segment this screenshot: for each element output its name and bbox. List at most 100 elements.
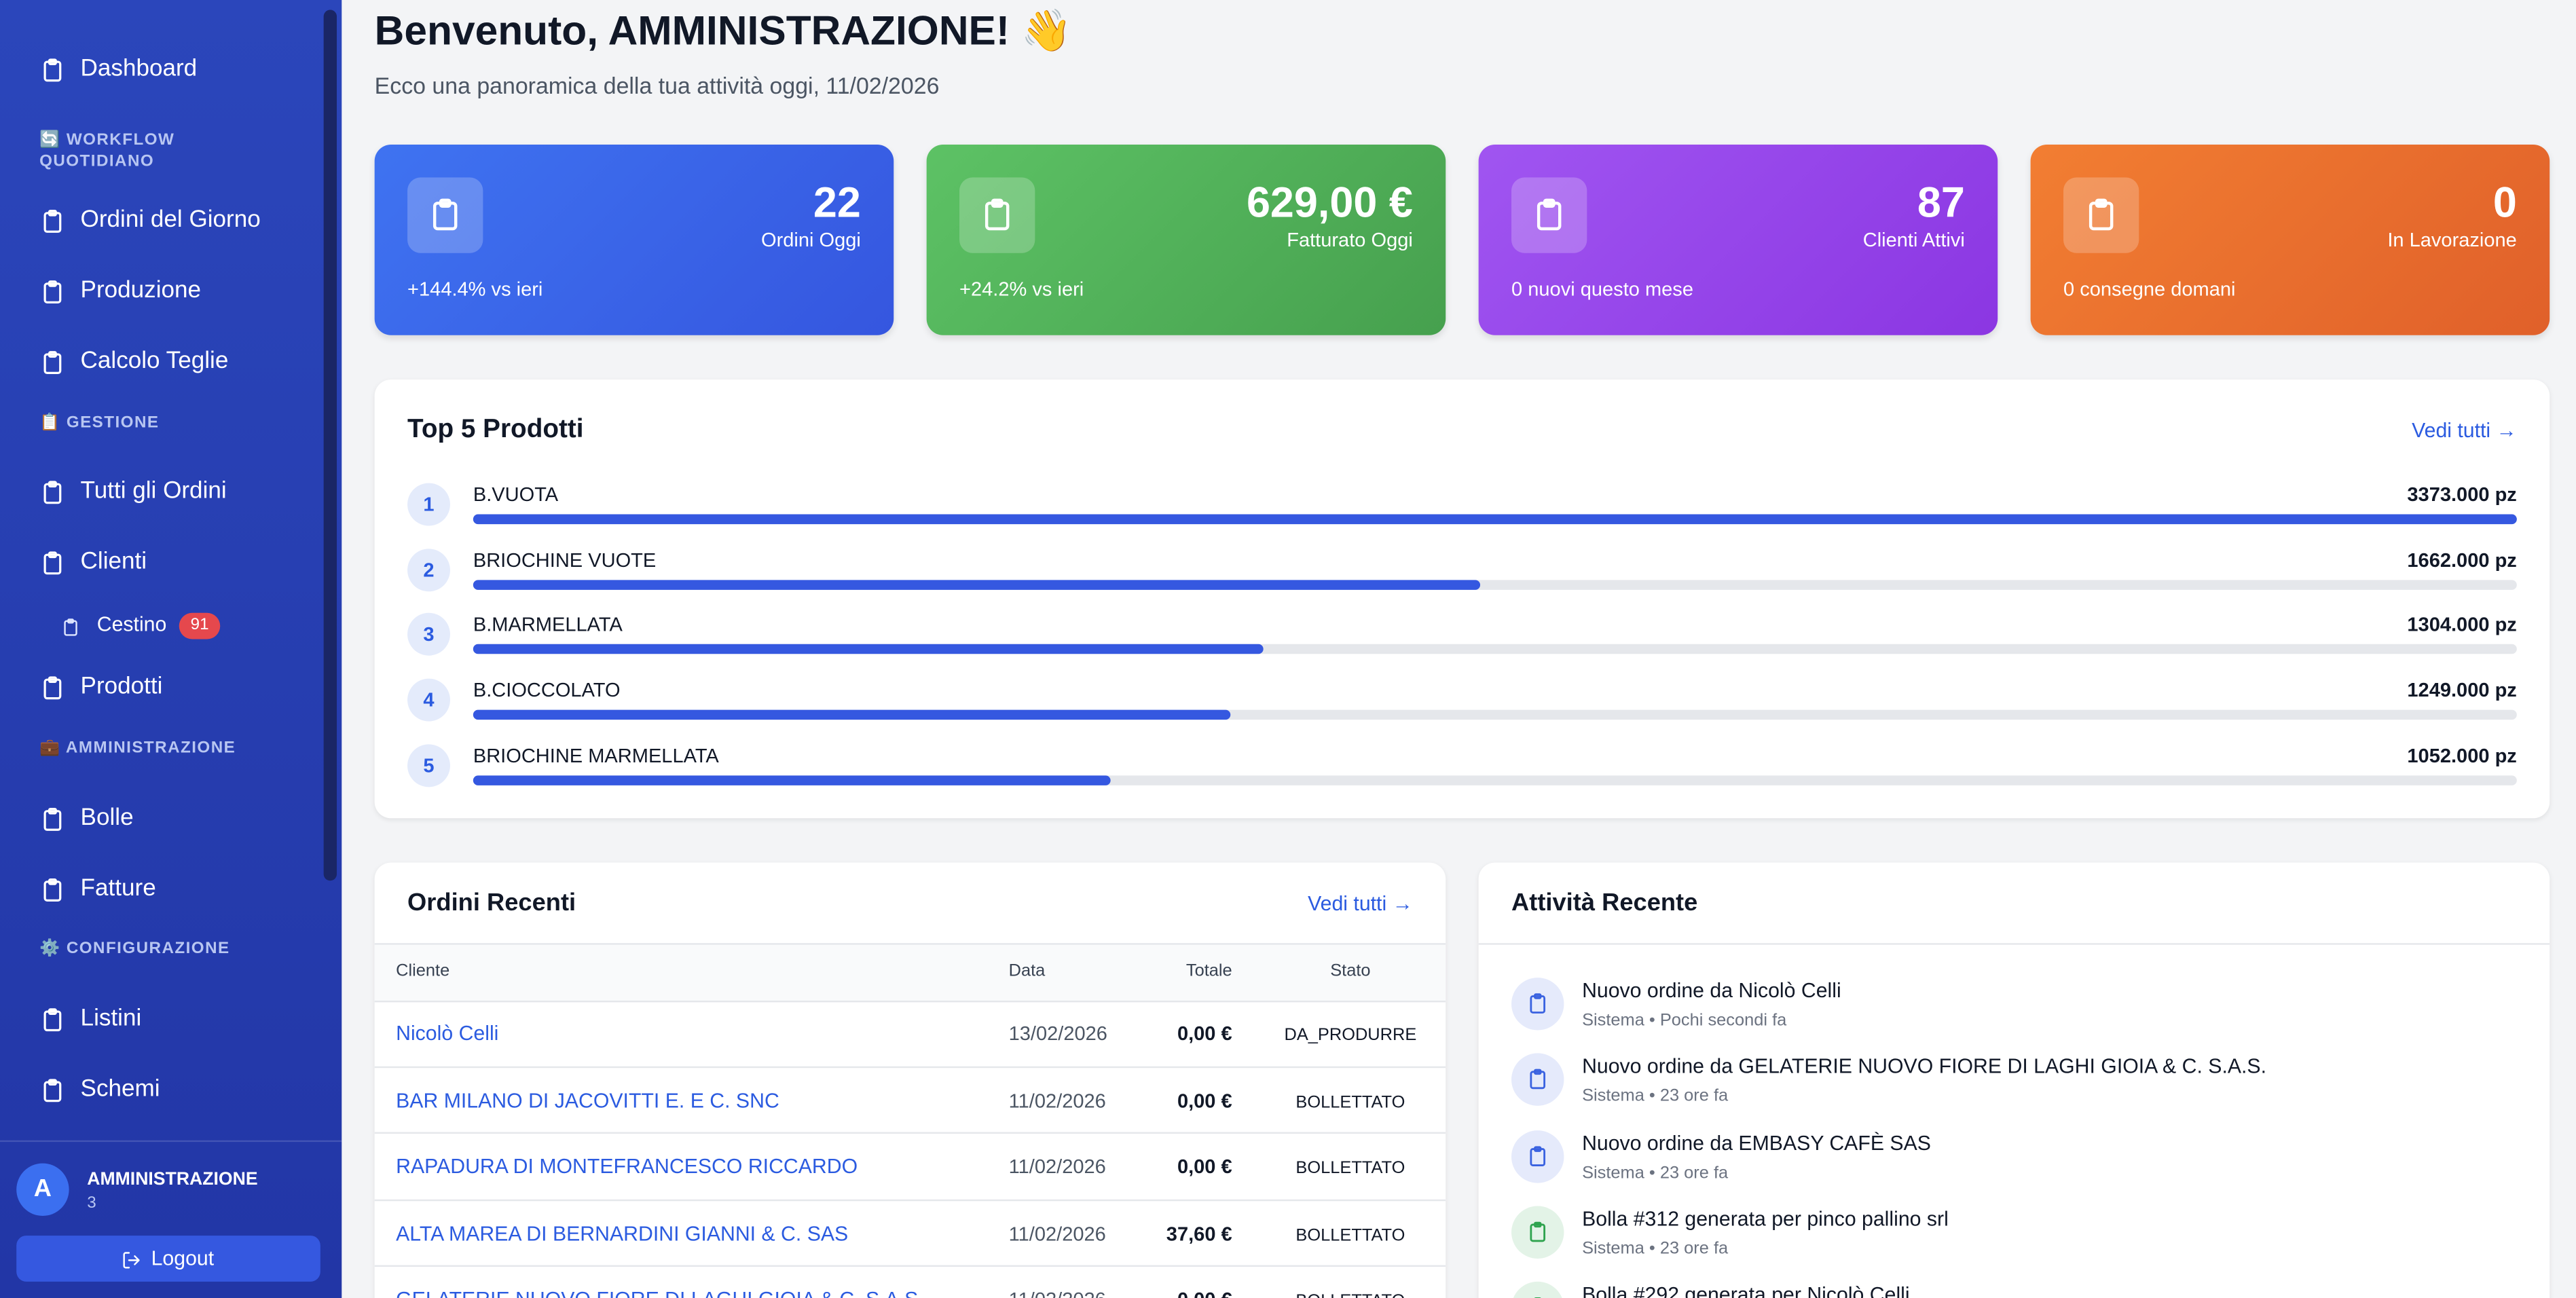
- avatar: A: [16, 1163, 69, 1217]
- bar-track: [473, 644, 2517, 655]
- client-link[interactable]: RAPADURA DI MONTEFRANCESCO RICCARDO: [396, 1155, 858, 1179]
- total: 0,00 €: [1177, 1155, 1232, 1179]
- icon: [1526, 993, 1549, 1016]
- stat-label: Clienti Attivi: [1862, 228, 1965, 252]
- icon: [39, 806, 66, 833]
- activity-icon: [1511, 978, 1564, 1031]
- nav-section: 📋 GESTIONE: [39, 413, 160, 432]
- scrollbar[interactable]: [323, 10, 337, 881]
- row-divider: [374, 1132, 1446, 1134]
- bar: [473, 709, 1230, 720]
- icon: [39, 58, 66, 84]
- stat-note: 0 nuovi questo mese: [1511, 278, 1694, 301]
- panel-title: Top 5 Prodotti: [407, 415, 584, 444]
- bar: [473, 579, 1480, 590]
- icon: [39, 1078, 66, 1105]
- stat-value: 22: [813, 177, 861, 227]
- activity-icon: [1511, 1282, 1564, 1298]
- nav-item[interactable]: Tutti gli Ordini: [80, 478, 227, 505]
- activity-icon: [1511, 1054, 1564, 1107]
- nav-item[interactable]: Calcolo Teglie: [80, 348, 229, 375]
- product-quantity: 3373.000 pz: [2407, 483, 2517, 506]
- nav-section: 💼 AMMINISTRAZIONE: [39, 739, 236, 758]
- bar-track: [473, 709, 2517, 720]
- client-link[interactable]: Nicolò Celli: [396, 1022, 499, 1045]
- icon: [39, 551, 66, 577]
- total: 0,00 €: [1177, 1022, 1232, 1045]
- activity-icon: [1511, 1206, 1564, 1259]
- nav-item[interactable]: Schemi: [80, 1076, 160, 1103]
- icon: [39, 480, 66, 506]
- link[interactable]: Vedi tutti →: [2412, 419, 2517, 443]
- date: 13/02/2026: [1008, 1022, 1107, 1045]
- activity-icon: [1511, 1130, 1564, 1183]
- top-products-panel: Top 5 Prodotti Vedi tutti → 1 B.VUOTA 3373.0…: [374, 379, 2550, 819]
- icon: [39, 675, 66, 702]
- activity-panel: Attività Recente Nuovo ordine da Nicolò C…: [1478, 862, 2550, 1298]
- nav-item[interactable]: Produzione: [80, 278, 202, 304]
- rank: 3: [407, 613, 450, 656]
- logout-button[interactable]: Logout: [16, 1236, 320, 1282]
- row-divider: [374, 1065, 1446, 1067]
- page-title: Benvenuto, AMMINISTRAZIONE! 👋: [374, 8, 1073, 54]
- stat-label: Ordini Oggi: [760, 228, 861, 252]
- date: 11/02/2026: [1008, 1088, 1106, 1112]
- icon-box: [1511, 177, 1587, 253]
- nav-item[interactable]: Listini: [80, 1005, 142, 1032]
- icon-box: [959, 177, 1035, 253]
- column-header: Cliente: [396, 961, 450, 981]
- nav-item[interactable]: Prodotti: [80, 673, 163, 701]
- activity-text: Bolla #292 generata per Nicolò Celli: [1582, 1283, 1910, 1298]
- bar: [473, 514, 2517, 525]
- nav-item[interactable]: Bolle: [80, 804, 134, 832]
- product-name: B.VUOTA: [473, 483, 559, 506]
- table-header: [374, 943, 1446, 1003]
- activity-text: Nuovo ordine da EMBASY CAFÈ SAS: [1582, 1131, 1931, 1155]
- bar: [473, 644, 1264, 655]
- date: 11/02/2026: [1009, 1288, 1106, 1298]
- icon: [427, 197, 463, 233]
- row-divider: [374, 1198, 1446, 1201]
- panel-title: Ordini Recenti: [407, 889, 576, 917]
- column-header: Totale: [1185, 961, 1232, 981]
- activity-text: Bolla #312 generata per pinco pallino sr…: [1582, 1207, 1949, 1231]
- logout-label: Logout: [151, 1247, 215, 1270]
- nav-section: ⚙️ CONFIGURAZIONE: [39, 940, 230, 959]
- nav-item[interactable]: Ordini del Giorno: [80, 206, 261, 234]
- icon: [1526, 1069, 1549, 1092]
- product-name: BRIOCHINE MARMELLATA: [473, 743, 719, 767]
- page-subtitle: Ecco una panoramica della tua attività o…: [374, 72, 940, 99]
- product-quantity: 1249.000 pz: [2407, 678, 2517, 702]
- recent-orders-panel: Ordini Recenti Vedi tutti → Cliente Data Tot…: [374, 862, 1446, 1298]
- activity-meta: Sistema • 23 ore fa: [1582, 1086, 1729, 1107]
- icon: [1531, 197, 1567, 233]
- nav-section: 🔄 WORKFLOW QUOTIDIANO: [39, 131, 175, 171]
- rank: 5: [407, 743, 450, 787]
- stat-label: Fatturato Oggi: [1287, 228, 1413, 252]
- bar: [473, 775, 1111, 785]
- rank: 1: [407, 483, 450, 526]
- nav-item[interactable]: Fatture: [80, 876, 156, 902]
- bar-track: [473, 579, 2517, 590]
- status: BOLLETTATO: [1295, 1092, 1405, 1112]
- client-link[interactable]: BAR MILANO DI JACOVITTI E. E C. SNC: [396, 1088, 779, 1112]
- nav-item[interactable]: Cestino: [96, 612, 167, 636]
- user-id: 3: [87, 1194, 96, 1213]
- total: 0,00 €: [1177, 1088, 1232, 1112]
- panel-title: Attività Recente: [1511, 889, 1698, 917]
- badge: 91: [179, 612, 221, 639]
- icon: [39, 279, 66, 305]
- activity-meta: Sistema • 23 ore fa: [1582, 1162, 1729, 1183]
- nav-item[interactable]: Dashboard: [80, 56, 198, 83]
- nav-item[interactable]: Clienti: [80, 549, 147, 576]
- client-link[interactable]: GELATERIE NUOVO FIORE DI LAGHI GIOIA & C…: [396, 1288, 924, 1298]
- status: BOLLETTATO: [1295, 1158, 1405, 1179]
- activity-text: Nuovo ordine da GELATERIE NUOVO FIORE DI…: [1582, 1055, 2267, 1079]
- bar-track: [473, 514, 2517, 525]
- icon: [1526, 1145, 1549, 1168]
- client-link[interactable]: ALTA MAREA DI BERNARDINI GIANNI & C. SAS: [396, 1221, 849, 1245]
- total: 0,00 €: [1177, 1288, 1232, 1298]
- link[interactable]: Vedi tutti →: [1308, 892, 1413, 916]
- icon: [39, 208, 66, 235]
